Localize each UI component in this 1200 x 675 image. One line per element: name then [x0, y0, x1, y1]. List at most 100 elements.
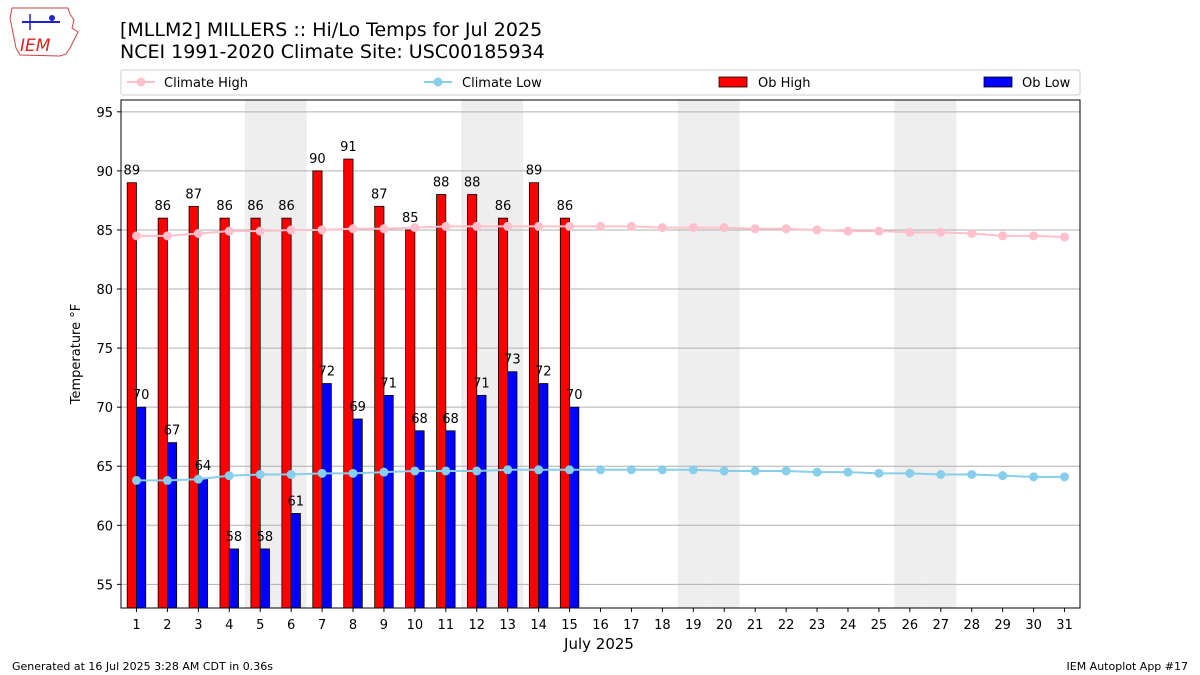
- climate-high-point-day-15: [565, 221, 575, 231]
- x-tick-label-31: 31: [1056, 618, 1073, 633]
- climate-low-point-day-10: [410, 466, 420, 476]
- climate-low-point-day-27: [936, 470, 946, 480]
- y-tick-label-80: 80: [96, 283, 113, 298]
- y-tick-label-95: 95: [96, 106, 113, 121]
- ob-low-label-day-9: 71: [380, 376, 397, 391]
- y-tick-label-75: 75: [96, 342, 113, 357]
- climate-low-point-day-21: [750, 466, 760, 476]
- climate-high-point-day-2: [162, 231, 172, 241]
- chart-title-line2: NCEI 1991-2020 Climate Site: USC00185934: [120, 41, 545, 63]
- climate-low-point-day-30: [1029, 472, 1039, 482]
- x-tick-label-21: 21: [747, 618, 764, 633]
- ob-high-bar-day-7: [312, 170, 323, 609]
- ob-high-label-day-1: 89: [124, 164, 141, 179]
- ob-high-label-day-5: 86: [247, 199, 264, 214]
- climate-high-point-day-10: [410, 223, 420, 233]
- climate-high-point-day-22: [781, 224, 791, 234]
- climate-low-point-day-6: [286, 470, 296, 480]
- climate-high-point-day-26: [905, 227, 915, 237]
- footer-generated: Generated at 16 Jul 2025 3:28 AM CDT in …: [12, 660, 273, 673]
- x-tick-label-19: 19: [685, 618, 702, 633]
- ob-high-bar-day-5: [250, 217, 261, 609]
- ob-high-label-day-7: 90: [309, 152, 326, 167]
- climate-high-point-day-28: [967, 228, 977, 238]
- climate-low-point-day-13: [503, 465, 513, 475]
- ob-high-label-day-12: 88: [464, 176, 481, 191]
- climate-high-point-day-27: [936, 227, 946, 237]
- legend-item-ob-high: Ob High: [718, 76, 811, 91]
- climate-high-point-day-21: [750, 224, 760, 234]
- y-tick-label-90: 90: [96, 165, 113, 180]
- climate-low-point-day-15: [565, 465, 575, 475]
- legend-item-climate-low: Climate Low: [424, 76, 542, 91]
- climate-high-point-day-25: [874, 226, 884, 236]
- ob-low-bar-day-9: [383, 394, 394, 609]
- x-tick-label-24: 24: [840, 618, 857, 633]
- y-tick-label-55: 55: [96, 578, 113, 593]
- y-tick-label-70: 70: [96, 401, 113, 416]
- ob-low-label-day-1: 70: [133, 388, 150, 403]
- ob-high-label-day-3: 87: [185, 187, 202, 202]
- climate-low-point-day-12: [472, 466, 482, 476]
- ob-high-bar-day-14: [528, 182, 540, 609]
- legend-label-climate-low: Climate Low: [462, 76, 542, 91]
- y-axis-label: Temperature °F: [69, 304, 84, 405]
- climate-low-point-day-7: [317, 468, 327, 478]
- climate-low-point-day-2: [162, 475, 172, 485]
- weekend-shade-day-19: [677, 100, 709, 608]
- x-tick-label-20: 20: [716, 618, 733, 633]
- ob-low-bar-day-3: [197, 477, 209, 609]
- legend-item-ob-low: Ob Low: [983, 76, 1071, 91]
- x-tick-label-16: 16: [592, 618, 609, 633]
- climate-low-point-day-9: [379, 467, 389, 477]
- climate-low-point-day-11: [441, 466, 451, 476]
- x-tick-label-26: 26: [902, 618, 919, 633]
- climate-high-point-day-16: [596, 221, 605, 231]
- climate-high-point-day-14: [534, 221, 544, 231]
- ob-low-label-day-13: 73: [504, 353, 521, 368]
- climate-high-point-day-1: [131, 231, 141, 241]
- climate-low-point-day-17: [626, 465, 636, 475]
- y-tick-label-60: 60: [96, 519, 113, 534]
- ob-low-bar-day-14: [538, 383, 549, 609]
- climate-low-point-day-20: [719, 466, 729, 476]
- ob-high-label-day-15: 86: [557, 199, 574, 214]
- x-tick-label-9: 9: [380, 618, 388, 633]
- weekend-shade-day-20: [708, 100, 740, 608]
- ob-high-bar-day-15: [559, 217, 570, 609]
- climate-high-point-day-13: [503, 221, 513, 231]
- ob-high-bar-day-12: [467, 194, 478, 609]
- x-tick-label-13: 13: [499, 618, 516, 633]
- ob-low-bar-day-6: [290, 513, 301, 609]
- y-tick-label-85: 85: [96, 224, 113, 239]
- climate-high-point-day-29: [998, 231, 1008, 241]
- logo-text: IEM: [20, 36, 51, 56]
- ob-high-bar-day-9: [374, 205, 385, 609]
- plot-frame: [120, 99, 1081, 609]
- climate-low-point-day-28: [967, 470, 977, 480]
- ob-low-label-day-8: 69: [349, 400, 366, 415]
- ob-high-bar-day-3: [188, 205, 199, 609]
- x-tick-label-29: 29: [994, 618, 1011, 633]
- climate-low-point-day-26: [905, 468, 915, 478]
- ob-low-bar-day-15: [569, 406, 580, 609]
- ob-high-label-day-13: 86: [495, 199, 512, 214]
- ob-low-label-day-12: 71: [473, 376, 490, 391]
- ob-high-bar-day-2: [157, 217, 168, 609]
- ob-low-bar-day-12: [476, 394, 487, 609]
- weekend-shade-day-27: [925, 100, 957, 608]
- y-tick-label-65: 65: [96, 460, 113, 475]
- ob-high-label-day-6: 86: [278, 199, 295, 214]
- climate-low-point-day-3: [193, 474, 203, 484]
- legend: Climate High Climate Low Ob High Ob Low: [120, 69, 1081, 96]
- climate-high-point-day-4: [224, 226, 234, 236]
- ob-low-label-day-6: 61: [288, 494, 305, 509]
- climate-low-point-day-31: [1060, 472, 1070, 482]
- x-tick-label-1: 1: [132, 618, 140, 633]
- x-tick-label-27: 27: [933, 618, 950, 633]
- x-tick-label-30: 30: [1025, 618, 1042, 633]
- x-tick-label-3: 3: [194, 618, 202, 633]
- ob-high-bar-day-11: [436, 194, 447, 609]
- ob-low-bar-day-4: [228, 548, 239, 609]
- legend-frame: [120, 69, 1081, 96]
